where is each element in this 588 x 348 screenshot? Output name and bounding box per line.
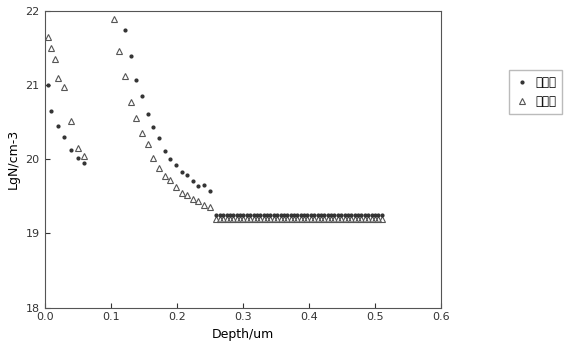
对比例 <box>300 216 308 221</box>
对比例 <box>277 216 284 221</box>
Y-axis label: LgN/cm-3: LgN/cm-3 <box>7 129 20 189</box>
对比例 <box>44 35 51 39</box>
实施例 <box>378 213 385 217</box>
对比例 <box>378 216 385 221</box>
对比例 <box>213 216 220 221</box>
对比例 <box>280 216 288 221</box>
实施例 <box>314 213 321 217</box>
对比例 <box>290 216 298 221</box>
实施例 <box>230 213 237 217</box>
Line: 对比例: 对比例 <box>45 0 385 221</box>
实施例 <box>172 163 179 167</box>
实施例 <box>273 213 280 217</box>
实施例 <box>161 149 168 153</box>
X-axis label: Depth/um: Depth/um <box>212 328 274 341</box>
实施例 <box>226 213 233 217</box>
对比例 <box>355 216 362 221</box>
实施例 <box>213 213 220 217</box>
Legend: 实施例, 对比例: 实施例, 对比例 <box>509 70 562 114</box>
对比例 <box>236 216 243 221</box>
Line: 实施例: 实施例 <box>45 0 385 218</box>
实施例 <box>44 83 51 87</box>
